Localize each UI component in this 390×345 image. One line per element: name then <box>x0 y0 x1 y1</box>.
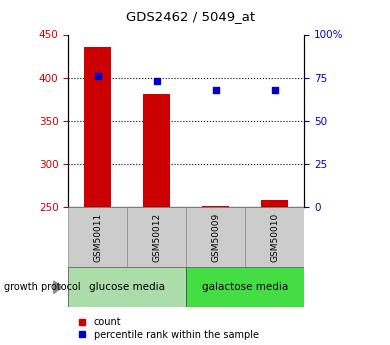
Bar <box>68 267 186 307</box>
Bar <box>144 94 170 207</box>
Bar <box>68 207 127 267</box>
Bar <box>186 207 245 267</box>
Bar <box>85 47 111 207</box>
Text: galactose media: galactose media <box>202 282 288 292</box>
Text: GSM50012: GSM50012 <box>152 213 161 262</box>
Text: GSM50010: GSM50010 <box>270 213 279 262</box>
Bar <box>261 200 288 207</box>
Bar <box>186 267 304 307</box>
Text: GSM50009: GSM50009 <box>211 213 220 262</box>
Legend: count, percentile rank within the sample: count, percentile rank within the sample <box>77 315 261 342</box>
Text: GSM50011: GSM50011 <box>93 213 102 262</box>
Bar <box>127 207 186 267</box>
Bar <box>202 206 229 207</box>
Text: growth protocol: growth protocol <box>4 282 80 292</box>
Point <box>213 87 219 92</box>
Point <box>95 73 101 79</box>
Text: GDS2462 / 5049_at: GDS2462 / 5049_at <box>126 10 255 23</box>
Point <box>154 78 160 84</box>
Bar <box>245 207 304 267</box>
Text: glucose media: glucose media <box>89 282 165 292</box>
Point <box>271 87 278 92</box>
